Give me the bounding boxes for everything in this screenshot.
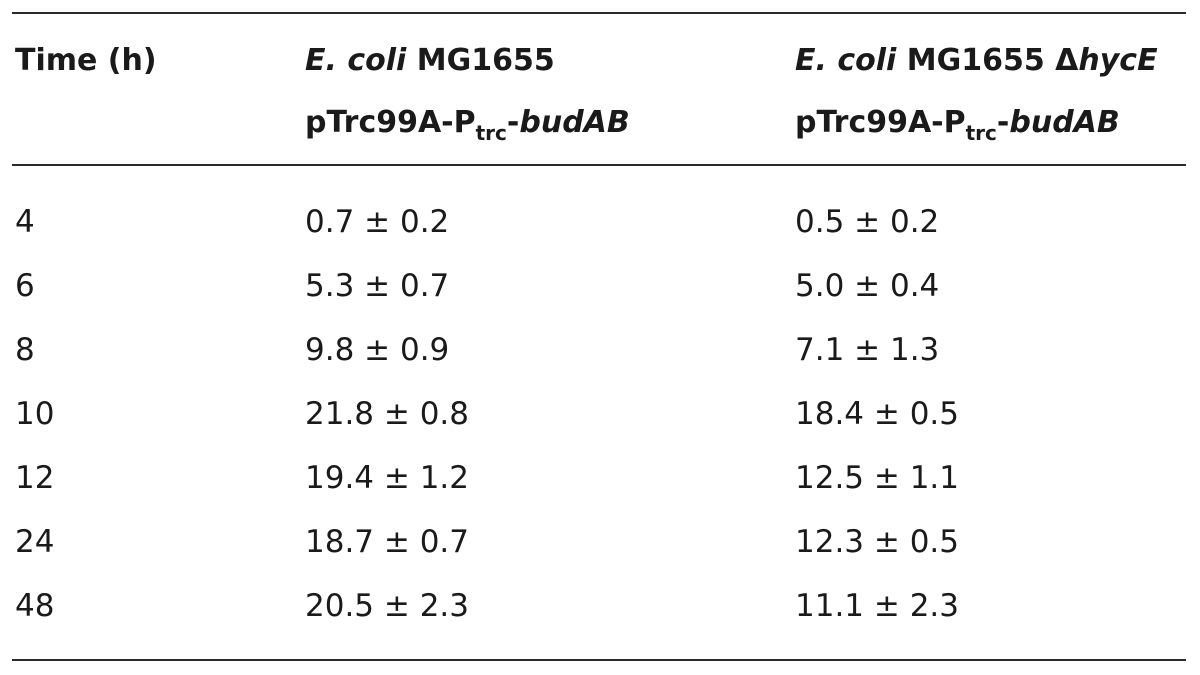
- header-strain-b-plasmid-sub: trc: [965, 121, 997, 145]
- header-strain-a-plasmid-dash: -: [506, 105, 520, 140]
- cell-value-b: 7.1 ± 1.3: [795, 332, 940, 368]
- cell-value-a: 20.5 ± 2.3: [305, 588, 470, 624]
- header-strain-b-species: E. coli: [795, 43, 897, 78]
- cell-time: 6: [15, 268, 35, 304]
- bottom-rule: [12, 659, 1186, 661]
- cell-value-b: 0.5 ± 0.2: [795, 204, 940, 240]
- header-strain-a-plasmid-gene: budAB: [519, 105, 630, 140]
- cell-time: 8: [15, 332, 35, 368]
- cell-value-b: 18.4 ± 0.5: [795, 396, 960, 432]
- cell-value-a: 19.4 ± 1.2: [305, 460, 470, 496]
- cell-value-b: 11.1 ± 2.3: [795, 588, 960, 624]
- cell-value-a: 9.8 ± 0.9: [305, 332, 450, 368]
- header-strain-a-species: E. coli: [305, 43, 407, 78]
- header-time: Time (h): [15, 43, 157, 78]
- cell-value-a: 18.7 ± 0.7: [305, 524, 470, 560]
- header-rule: [12, 164, 1186, 166]
- header-strain-b-plasmid-prefix: pTrc99A-P: [795, 105, 966, 140]
- cell-time: 24: [15, 524, 55, 560]
- cell-value-b: 12.3 ± 0.5: [795, 524, 960, 560]
- cell-time: 4: [15, 204, 35, 240]
- top-rule: [12, 12, 1186, 14]
- header-strain-a-line1: E. coli MG1655: [305, 46, 555, 76]
- cell-value-a: 0.7 ± 0.2: [305, 204, 450, 240]
- header-strain-a-plasmid-prefix: pTrc99A-P: [305, 105, 476, 140]
- cell-time: 10: [15, 396, 55, 432]
- header-strain-b-plasmid-dash: -: [996, 105, 1010, 140]
- header-strain-a-plasmid-sub: trc: [475, 121, 507, 145]
- header-strain-b-line1: E. coli MG1655 ΔhycE: [795, 46, 1158, 76]
- header-strain-b-delta: Δ: [1055, 43, 1079, 78]
- header-strain-b-strain: MG1655: [896, 43, 1056, 78]
- cell-value-b: 12.5 ± 1.1: [795, 460, 960, 496]
- header-strain-b-plasmid-gene: budAB: [1009, 105, 1120, 140]
- cell-value-b: 5.0 ± 0.4: [795, 268, 940, 304]
- cell-value-a: 5.3 ± 0.7: [305, 268, 450, 304]
- header-strain-a-strain: MG1655: [406, 43, 555, 78]
- header-strain-b-mutation: hycE: [1078, 43, 1158, 78]
- cell-time: 48: [15, 588, 55, 624]
- header-strain-b-line2: pTrc99A-Ptrc-budAB: [795, 105, 1120, 144]
- cell-time: 12: [15, 460, 55, 496]
- header-strain-a-line2: pTrc99A-Ptrc-budAB: [305, 105, 630, 144]
- cell-value-a: 21.8 ± 0.8: [305, 396, 470, 432]
